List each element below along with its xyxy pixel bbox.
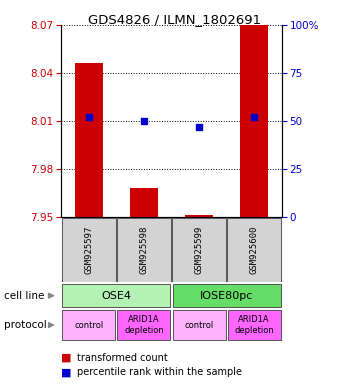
Bar [75,63,103,217]
Bar [185,215,213,217]
Bar [173,310,225,340]
Bar [62,310,115,340]
Text: GSM925597: GSM925597 [84,226,93,274]
Bar [130,188,158,217]
Bar [118,310,170,340]
Bar [227,218,281,281]
Bar [62,284,170,307]
Text: transformed count: transformed count [77,353,168,363]
Bar [62,218,116,281]
Text: ARID1A
depletion: ARID1A depletion [124,315,164,335]
Bar [117,218,171,281]
Text: IOSE80pc: IOSE80pc [200,291,253,301]
Bar [172,218,226,281]
Bar [240,25,268,217]
Text: protocol: protocol [4,320,47,330]
Text: GSM925600: GSM925600 [250,226,259,274]
Text: ■: ■ [61,353,72,363]
Text: control: control [184,321,214,329]
Text: ARID1A
depletion: ARID1A depletion [234,315,274,335]
Text: percentile rank within the sample: percentile rank within the sample [77,367,242,377]
Text: OSE4: OSE4 [102,291,131,301]
Text: GSM925598: GSM925598 [139,226,148,274]
Bar [173,284,281,307]
Bar [228,310,281,340]
Text: GSM925599: GSM925599 [195,226,204,274]
Text: cell line: cell line [4,291,44,301]
Text: GDS4826 / ILMN_1802691: GDS4826 / ILMN_1802691 [89,13,261,26]
Text: control: control [74,321,104,329]
Text: ■: ■ [61,367,72,377]
